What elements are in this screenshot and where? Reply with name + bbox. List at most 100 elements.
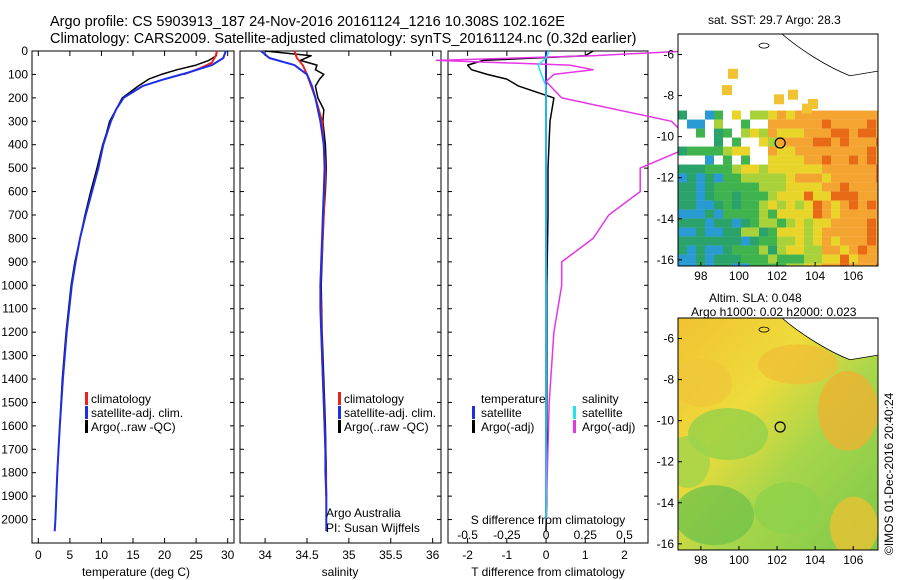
sst-cell <box>822 164 831 174</box>
depth-tick-label: 600 <box>8 185 28 199</box>
legend-label: satellite-adj. clim. <box>91 406 183 420</box>
sst-cell <box>777 110 786 120</box>
x-tick-label-T: 2 <box>621 548 628 562</box>
sst-cell <box>858 209 867 219</box>
lon-tick-label: 106 <box>843 269 863 283</box>
depth-tick-label: 800 <box>8 231 28 245</box>
series-line-argo <box>265 50 328 520</box>
x-tick-label: 34 <box>258 548 272 562</box>
sst-cell <box>723 173 732 183</box>
sst-cell <box>687 191 696 201</box>
sst-cell <box>687 263 696 266</box>
sst-cell <box>732 218 741 228</box>
sst-cell <box>786 119 795 129</box>
sst-cell <box>732 191 741 201</box>
depth-tick-label: 900 <box>8 255 28 269</box>
sst-cell <box>750 200 759 210</box>
sst-cell <box>813 218 822 228</box>
sst-cell <box>705 263 714 266</box>
sst-cell <box>777 209 786 219</box>
x-tick-label-T: -1 <box>501 548 512 562</box>
sst-cell <box>813 164 822 174</box>
sst-cell <box>768 137 777 147</box>
sst-cell <box>777 146 786 156</box>
sst-cell <box>867 263 876 266</box>
sst-cell <box>732 173 741 183</box>
sst-cell <box>705 209 714 219</box>
sst-cell <box>876 245 878 255</box>
sst-cell <box>822 119 831 129</box>
lat-tick-label: -16 <box>657 537 675 551</box>
sst-cell <box>750 182 759 192</box>
sst-cell <box>714 182 723 192</box>
sst-cell <box>732 209 741 219</box>
sst-cell <box>768 191 777 201</box>
depth-tick-label: 1700 <box>1 442 28 456</box>
sst-cell <box>813 110 822 120</box>
sst-cell <box>714 146 723 156</box>
sst-cell <box>750 245 759 255</box>
sst-cell <box>723 263 732 266</box>
sst-cell <box>687 218 696 228</box>
plot-frame <box>31 50 235 544</box>
sst-cell <box>741 146 750 156</box>
sst-cell <box>759 209 768 219</box>
sst-cell <box>696 245 705 255</box>
sst-cell <box>696 182 705 192</box>
x-tick-label: 10 <box>95 548 109 562</box>
sst-cell <box>867 209 876 219</box>
sst-cell <box>858 245 867 255</box>
sst-cell <box>777 173 786 183</box>
sst-cell <box>831 263 840 266</box>
sst-cell <box>822 227 831 237</box>
sst-cell <box>732 146 741 156</box>
sst-cell <box>705 227 714 237</box>
temperature-panel: 0100200300400500600700800900100011001200… <box>1 44 234 562</box>
sst-cell <box>678 245 687 255</box>
lon-tick-label: 102 <box>767 553 787 567</box>
depth-tick-label: 1400 <box>1 372 28 386</box>
sst-cell <box>849 155 858 165</box>
x-tick-label-T: 0 <box>543 548 550 562</box>
sst-cell <box>786 209 795 219</box>
sst-cell <box>723 245 732 255</box>
sst-cell <box>728 68 738 79</box>
sst-cell <box>802 103 812 114</box>
legend-swatch-climatology <box>85 392 88 405</box>
sst-cell <box>750 110 759 120</box>
sst-cell <box>750 164 759 174</box>
sst-cell <box>840 218 849 228</box>
sst-cell <box>759 254 768 264</box>
sst-cell <box>786 173 795 183</box>
sst-cell <box>795 137 804 147</box>
sst-cell <box>840 173 849 183</box>
sst-cell <box>876 209 878 219</box>
sst-cell <box>849 119 858 129</box>
sst-cell <box>831 155 840 165</box>
legend-swatch-satellite <box>338 406 341 419</box>
sst-cell <box>768 110 777 120</box>
sst-cell <box>831 254 840 264</box>
map-field <box>678 34 878 266</box>
depth-tick-label: 2000 <box>1 513 28 527</box>
sst-cell <box>831 182 840 192</box>
sst-cell <box>759 182 768 192</box>
sst-cell <box>804 254 813 264</box>
sst-cell <box>678 191 687 201</box>
sst-cell <box>795 128 804 138</box>
sst-cell <box>741 218 750 228</box>
lat-tick-label: -8 <box>663 373 674 387</box>
sst-cell <box>777 137 786 147</box>
sst-cell <box>741 236 750 246</box>
sst-cell <box>786 182 795 192</box>
legend-label: Argo(..raw -QC) <box>91 420 176 434</box>
depth-tick-label: 300 <box>8 114 28 128</box>
sla-blob <box>754 482 822 535</box>
sst-cell <box>849 182 858 192</box>
sst-cell <box>786 245 795 255</box>
sst-cell <box>822 236 831 246</box>
sst-cell <box>750 191 759 201</box>
sst-cell <box>813 182 822 192</box>
sst-cell <box>876 128 878 138</box>
sst-cell <box>714 209 723 219</box>
